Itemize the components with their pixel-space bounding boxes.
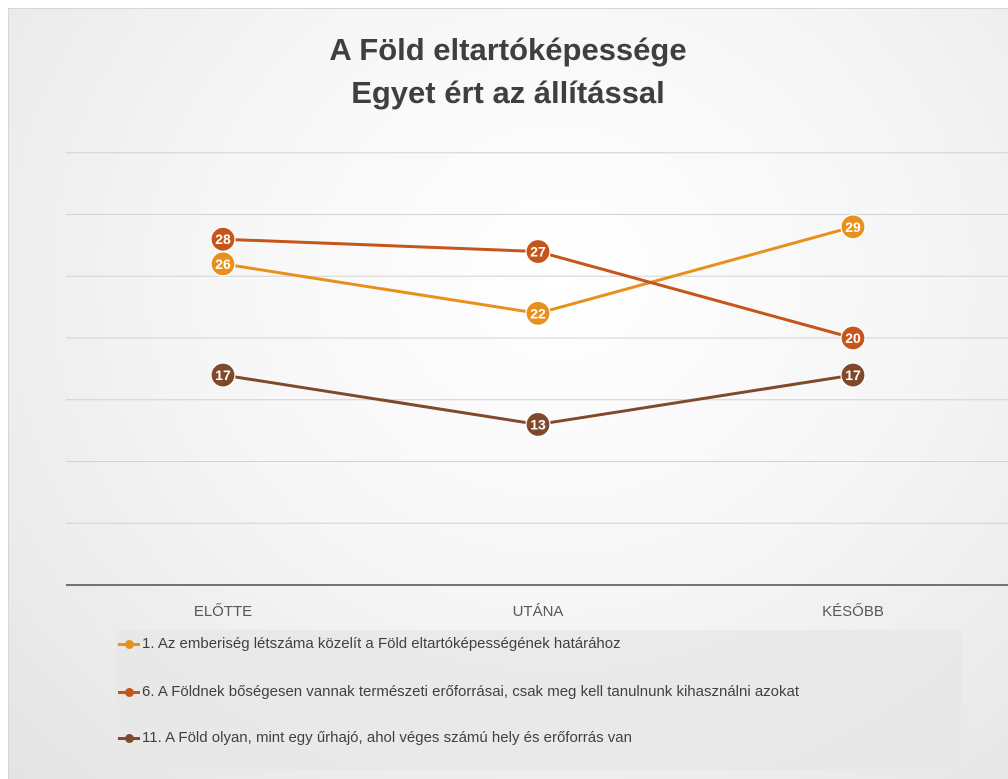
legend-item-2[interactable]: 6. A Földnek bőségesen vannak természeti… xyxy=(116,682,956,701)
data-label: 28 xyxy=(215,231,231,247)
legend-item-1[interactable]: 1. Az emberiség létszáma közelít a Föld … xyxy=(116,634,956,653)
data-markers: 26 22 29 28 27 20 17 13 17 xyxy=(210,214,866,438)
data-label: 27 xyxy=(530,244,546,260)
legend-label: 11. A Föld olyan, mint egy űrhajó, ahol … xyxy=(142,729,632,746)
legend-line-icon xyxy=(118,688,140,697)
data-label: 17 xyxy=(215,367,231,383)
x-tick-label: ELŐTTE xyxy=(194,603,252,620)
data-point-marker xyxy=(210,362,236,388)
legend-line-icon xyxy=(118,734,140,743)
data-label: 13 xyxy=(530,416,546,432)
legend-line-icon xyxy=(118,640,140,649)
x-tick-label: UTÁNA xyxy=(513,603,564,620)
data-point-marker xyxy=(525,238,551,265)
chart-title-line-1: A Föld eltartóképessége xyxy=(329,32,687,67)
data-point-marker xyxy=(525,300,551,326)
x-axis: ELŐTTE UTÁNA KÉSŐBB xyxy=(66,584,1008,620)
gridlines xyxy=(66,152,1008,524)
data-point-marker xyxy=(210,251,236,277)
data-point-marker xyxy=(210,226,236,252)
data-point-marker xyxy=(525,411,551,438)
legend-item-3[interactable]: 11. A Föld olyan, mint egy űrhajó, ahol … xyxy=(116,728,956,747)
chart-title-line-2: Egyet ért az állítással xyxy=(351,75,665,110)
legend-label: 1. Az emberiség létszáma közelít a Föld … xyxy=(142,635,621,652)
data-label: 20 xyxy=(845,330,861,346)
legend: 1. Az emberiség létszáma közelít a Föld … xyxy=(116,630,962,770)
data-point-marker xyxy=(840,362,866,388)
data-label: 26 xyxy=(215,256,231,272)
data-label: 22 xyxy=(530,305,546,321)
chart-title: A Föld eltartóképessége Egyet ért az áll… xyxy=(8,28,1008,114)
data-point-marker xyxy=(840,214,866,240)
x-tick-label: KÉSŐBB xyxy=(822,603,884,620)
line-chart: ELŐTTE UTÁNA KÉSŐBB 26 22 29 28 27 20 17 13 17 xyxy=(66,152,1008,620)
data-point-marker xyxy=(840,325,866,351)
legend-label: 6. A Földnek bőségesen vannak természeti… xyxy=(142,683,800,700)
data-label: 29 xyxy=(845,219,861,235)
data-label: 17 xyxy=(845,367,861,383)
